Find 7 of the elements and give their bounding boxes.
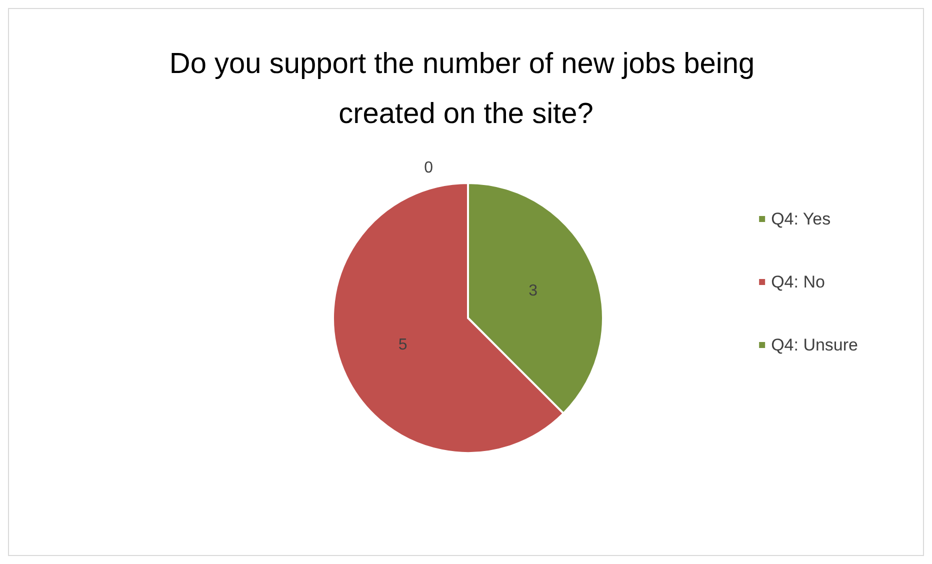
text: 0 [424,160,433,176]
data-label: 5 [398,336,408,354]
legend-label: Q4: No [771,272,825,292]
chart-title: Do you support the number of new jobs being created on the site? [169,48,763,130]
legend-label: Q4: Yes [771,210,831,228]
legend-label: Q4: Unsure [771,336,858,354]
data-label: 3 [528,282,538,300]
